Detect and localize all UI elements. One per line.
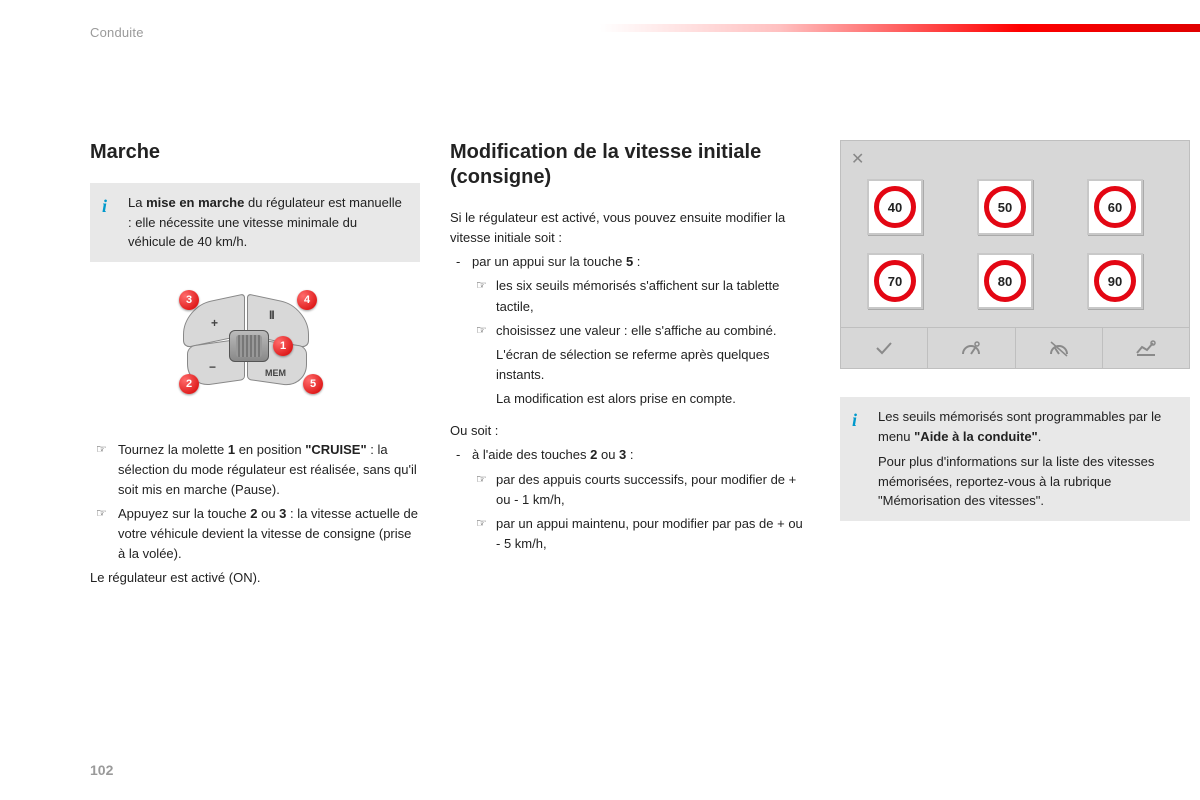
symbol-pause: II <box>269 308 274 322</box>
mod-opt1-note1: L'écran de sélection se referme après qu… <box>450 345 810 385</box>
mod-opt1: par un appui sur la touche 5 : <box>450 252 810 272</box>
callout-2: 2 <box>179 374 199 394</box>
section-label: Conduite <box>90 25 144 40</box>
symbol-minus: − <box>209 360 216 374</box>
symbol-plus: + <box>211 316 218 330</box>
modification-text: Si le régulateur est activé, vous pouvez… <box>450 208 810 554</box>
check-icon <box>874 338 894 358</box>
step-cruise: Tournez la molette 1 en position "CRUISE… <box>90 440 420 500</box>
mod-opt1-sub1: les six seuils mémorisés s'affichent sur… <box>450 276 810 316</box>
info-text: La mise en marche du régulateur est manu… <box>128 195 402 249</box>
page-content: Marche i La mise en marche du régulateur… <box>90 140 1160 592</box>
touchscreen-tabs <box>841 327 1189 368</box>
info-icon: i <box>102 193 107 220</box>
chart-icon <box>1135 339 1157 357</box>
column-marche: Marche i La mise en marche du régulateur… <box>90 140 420 592</box>
callout-3: 3 <box>179 290 199 310</box>
speed-70[interactable]: 70 <box>867 253 923 309</box>
touchscreen-speed-panel: ✕ 40 50 60 70 80 90 <box>840 140 1190 369</box>
column-modification: Modification de la vitesse initiale (con… <box>450 140 810 592</box>
heading-marche: Marche <box>90 140 420 165</box>
speed-grid: 40 50 60 70 80 90 <box>853 151 1177 327</box>
mod-opt2-sub1: par des appuis courts successifs, pour m… <box>450 470 810 510</box>
speed-80[interactable]: 80 <box>977 253 1033 309</box>
speed-50[interactable]: 50 <box>977 179 1033 235</box>
heading-modification: Modification de la vitesse initiale (con… <box>450 140 810 190</box>
symbol-mem: MEM <box>265 368 286 378</box>
column-touchscreen: ✕ 40 50 60 70 80 90 <box>840 140 1190 592</box>
info-mem-p1: Les seuils mémorisés sont programmables … <box>878 407 1176 446</box>
mod-or: Ou soit : <box>450 421 810 441</box>
limiter-icon <box>1047 338 1071 358</box>
mod-intro: Si le régulateur est activé, vous pouvez… <box>450 208 810 248</box>
step-press-2-3: Appuyez sur la touche 2 ou 3 : la vitess… <box>90 504 420 564</box>
speed-60[interactable]: 60 <box>1087 179 1143 235</box>
info-box-mise-en-marche: i La mise en marche du régulateur est ma… <box>90 183 420 262</box>
callout-1: 1 <box>273 336 293 356</box>
page-number: 102 <box>90 762 113 778</box>
info-box-memorisation: i Les seuils mémorisés sont programmable… <box>840 397 1190 521</box>
tab-limiter[interactable] <box>1016 328 1103 368</box>
steering-control-diagram: + II − MEM 1 2 3 4 5 <box>165 280 345 420</box>
mod-opt2-sub2: par un appui maintenu, pour modifier par… <box>450 514 810 554</box>
header-red-bar <box>600 24 1200 32</box>
mod-opt2: à l'aide des touches 2 ou 3 : <box>450 445 810 465</box>
tab-confirm[interactable] <box>841 328 928 368</box>
info-mem-p2: Pour plus d'informations sur la liste de… <box>878 452 1176 511</box>
speed-90[interactable]: 90 <box>1087 253 1143 309</box>
mod-opt1-sub2: choisissez une valeur : elle s'affiche a… <box>450 321 810 341</box>
callout-4: 4 <box>297 290 317 310</box>
gauge-icon <box>959 338 983 358</box>
marche-instructions: Tournez la molette 1 en position "CRUISE… <box>90 440 420 589</box>
tab-chart[interactable] <box>1103 328 1189 368</box>
info-icon: i <box>852 407 857 434</box>
step-final: Le régulateur est activé (ON). <box>90 568 420 588</box>
tab-gauge[interactable] <box>928 328 1015 368</box>
mod-opt1-note2: La modification est alors prise en compt… <box>450 389 810 409</box>
speed-40[interactable]: 40 <box>867 179 923 235</box>
callout-5: 5 <box>303 374 323 394</box>
close-icon[interactable]: ✕ <box>851 149 864 169</box>
selector-wheel <box>229 330 269 362</box>
